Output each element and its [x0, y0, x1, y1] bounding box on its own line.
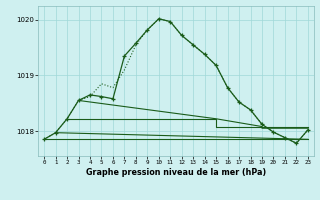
X-axis label: Graphe pression niveau de la mer (hPa): Graphe pression niveau de la mer (hPa)	[86, 168, 266, 177]
